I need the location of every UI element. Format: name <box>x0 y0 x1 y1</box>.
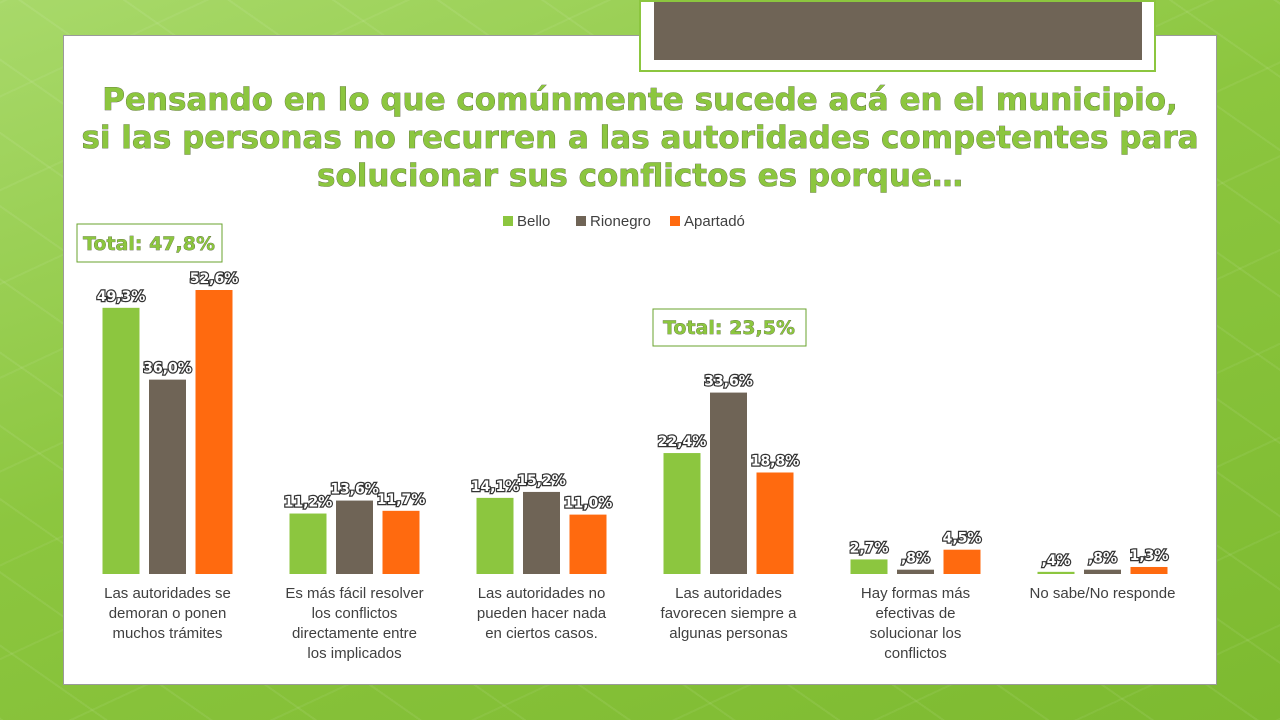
chart-title-line-3: solucionar sus conflictos es porque… <box>317 158 963 194</box>
slide-panel <box>63 35 1217 685</box>
category-label-2-line-2: los conflictos <box>312 605 398 622</box>
bar-1-3 <box>476 497 514 574</box>
value-label-2-4: 33,6% <box>704 374 753 390</box>
total-box-1 <box>76 223 223 263</box>
value-label-3-5: 4,5% <box>943 531 982 547</box>
category-label-3-line-1: Las autoridades no <box>478 585 606 602</box>
bar-2-4 <box>710 392 747 574</box>
bar-1-5 <box>850 559 888 574</box>
total-box-2 <box>652 308 807 347</box>
total-label-2: Total: 23,5% <box>663 317 795 339</box>
legend-swatch-3 <box>670 216 680 226</box>
bar-1-2 <box>289 513 327 574</box>
value-label-1-6: ,4% <box>1041 553 1070 569</box>
total-label-1: Total: 47,8% <box>83 233 215 255</box>
value-label-1-4: 22,4% <box>658 434 707 450</box>
category-label-2-line-3: directamente entre <box>292 625 417 642</box>
chart-title-line-1: Pensando en lo que comúnmente sucede acá… <box>102 82 1178 118</box>
bar-1-1 <box>102 307 140 574</box>
value-label-3-2: 11,7% <box>377 492 426 508</box>
value-label-2-1: 36,0% <box>143 361 192 377</box>
legend-swatch-1 <box>503 216 513 226</box>
category-label-4-line-3: algunas personas <box>669 625 787 642</box>
category-label-5-line-3: solucionar los <box>870 625 962 642</box>
category-label-2-line-1: Es más fácil resolver <box>285 585 423 602</box>
category-label-1-line-3: muchos trámites <box>112 625 222 642</box>
value-labels: 49,3% 36,0% 52,6% 11,2%13,6%11,7% 14,1%15,2%… <box>96 270 1170 570</box>
value-label-1-5: 2,7% <box>850 540 889 556</box>
legend-label-2: Rionegro <box>590 213 651 230</box>
value-label-1-1: 49,3% <box>97 289 146 305</box>
bar-3-6 <box>1130 566 1168 574</box>
value-label-3-1: 52,6% <box>190 271 239 287</box>
category-label-5-line-1: Hay formas más <box>861 585 970 602</box>
total-callout-1: Total: 47,8% <box>76 223 223 263</box>
bar-2-1 <box>149 379 186 574</box>
bar-1-4 <box>663 453 701 574</box>
value-label-3-6: 1,3% <box>1130 548 1169 564</box>
category-label-1-line-1: Las autoridades se <box>104 585 231 602</box>
total-callout-2: Total: 23,5% <box>652 308 807 347</box>
value-label-3-3: 11,0% <box>564 496 613 512</box>
legend: Bello Rionegro Apartadó <box>503 213 745 230</box>
category-label-4-line-1: Las autoridades <box>675 585 782 602</box>
category-label-3-line-2: pueden hacer nada <box>477 605 607 622</box>
value-label-2-6: ,8% <box>1088 551 1117 567</box>
value-label-3-4: 18,8% <box>751 453 800 469</box>
bar-3-4 <box>756 472 794 574</box>
category-label-6-line-1: No sabe/No responde <box>1030 585 1176 602</box>
value-label-2-2: 13,6% <box>330 482 379 498</box>
chart-title-line-2: si las personas no recurren a las autori… <box>81 120 1198 156</box>
bar-3-5 <box>943 549 981 574</box>
bar-2-3 <box>523 491 560 574</box>
bar-2-2 <box>336 500 373 574</box>
bar-1-6 <box>1037 571 1075 574</box>
category-label-1-line-2: demoran o ponen <box>109 605 227 622</box>
bar-2-5 <box>897 569 934 574</box>
category-label-5-line-4: conflictos <box>884 645 947 662</box>
category-label-3-line-3: en ciertos casos. <box>485 625 598 642</box>
value-label-1-2: 11,2% <box>284 495 333 511</box>
bar-3-3 <box>569 514 607 574</box>
legend-label-3: Apartadó <box>684 213 745 230</box>
decorative-frame <box>639 0 1156 72</box>
legend-swatch-2 <box>576 216 586 226</box>
category-label-4-line-2: favorecen siempre a <box>661 605 798 622</box>
bars <box>102 290 1168 574</box>
category-label-5-line-2: efectivas de <box>875 605 955 622</box>
value-label-2-5: ,8% <box>901 551 930 567</box>
legend-label-1: Bello <box>517 213 550 230</box>
category-labels: Las autoridades se demoran o ponen muchos … <box>104 585 1175 662</box>
bar-3-2 <box>382 510 420 574</box>
value-label-2-3: 15,2% <box>517 473 566 489</box>
bar-3-1 <box>195 290 233 574</box>
decorative-block <box>654 2 1142 60</box>
value-label-1-3: 14,1% <box>471 479 520 495</box>
category-label-2-line-4: los implicados <box>307 645 401 662</box>
bar-2-6 <box>1084 569 1121 574</box>
